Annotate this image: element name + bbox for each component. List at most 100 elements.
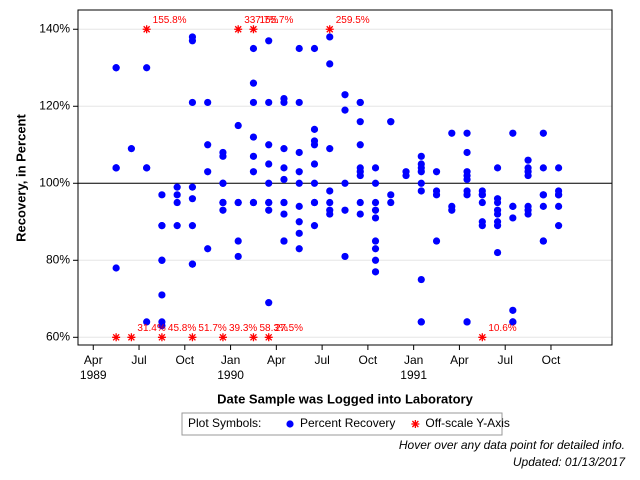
- data-point: [371, 198, 380, 207]
- data-point: [158, 222, 166, 230]
- data-point: [265, 179, 273, 187]
- point-label: 58.3%: [259, 323, 287, 334]
- data-point: [371, 179, 380, 187]
- note: Updated: 01/13/2017: [513, 455, 626, 469]
- data-point: [143, 164, 151, 172]
- data-point: [341, 206, 349, 214]
- data-point: [249, 198, 258, 207]
- data-point: [478, 333, 487, 342]
- data-point: [387, 191, 395, 199]
- data-point: [417, 179, 425, 187]
- data-point: [143, 64, 151, 72]
- data-point: [127, 333, 136, 342]
- point-label: 155.7%: [259, 15, 293, 26]
- x-tick-label: Oct: [175, 353, 194, 367]
- data-point: [555, 191, 563, 199]
- data-point: [539, 202, 547, 210]
- x-axis-label: Date Sample was Logged into Laboratory: [217, 391, 473, 406]
- data-point: [188, 195, 197, 203]
- data-point: [234, 25, 243, 34]
- data-point: [188, 222, 197, 230]
- data-point: [387, 198, 395, 207]
- data-point: [478, 191, 486, 199]
- point-label: 31.4%: [137, 323, 165, 334]
- data-point: [432, 237, 441, 245]
- data-point: [158, 322, 166, 330]
- data-point: [478, 222, 486, 230]
- data-point: [219, 206, 227, 214]
- data-point: [157, 333, 166, 342]
- data-point: [555, 164, 563, 172]
- data-point: [295, 44, 303, 53]
- data-point: [295, 98, 303, 107]
- y-axis-label: Recovery, in Percent: [13, 114, 28, 242]
- data-point: [265, 141, 273, 149]
- data-point: [249, 152, 258, 160]
- x-tick-label: Jul: [314, 353, 329, 367]
- point-label: 27.5%: [275, 323, 303, 334]
- data-point: [371, 268, 380, 276]
- legend-box: [181, 412, 503, 436]
- data-point: [493, 210, 502, 218]
- data-point: [112, 264, 120, 272]
- data-point: [265, 98, 273, 107]
- data-point: [234, 252, 242, 261]
- data-point: [280, 210, 288, 218]
- data-point: [188, 37, 197, 45]
- data-point: [265, 206, 273, 214]
- data-point: [371, 256, 380, 264]
- data-point: [173, 191, 181, 199]
- data-point: [417, 168, 425, 176]
- data-point: [326, 60, 334, 68]
- data-point: [249, 79, 258, 87]
- data-point: [249, 44, 258, 53]
- point-label: 155.8%: [153, 15, 187, 26]
- x-tick-label: Apr: [450, 353, 469, 367]
- data-point: [218, 333, 227, 342]
- data-point: [310, 179, 319, 187]
- data-point: [158, 291, 166, 299]
- data-point: [310, 44, 319, 53]
- data-point: [295, 229, 303, 237]
- data-point: [280, 175, 288, 184]
- data-point: [295, 218, 303, 226]
- plot-frame: [77, 9, 613, 346]
- data-point: [555, 222, 563, 230]
- data-point: [310, 160, 319, 168]
- data-point: [371, 237, 380, 245]
- data-point: [204, 245, 212, 253]
- legend-title: Plot Symbols:: [188, 416, 261, 430]
- data-point: [539, 129, 547, 137]
- data-point: [219, 198, 227, 207]
- x-year-label: 1991: [400, 368, 427, 382]
- data-point: [265, 37, 273, 45]
- data-point: [143, 318, 151, 326]
- data-point: [493, 222, 502, 230]
- data-point: [188, 183, 197, 191]
- data-point: [356, 118, 364, 126]
- point-label: 45.8%: [168, 323, 196, 334]
- data-point: [463, 191, 471, 199]
- data-point: [326, 206, 334, 214]
- point-label: 39.3%: [229, 323, 257, 334]
- data-point: [448, 206, 456, 214]
- data-point: [295, 168, 303, 176]
- data-point: [142, 25, 151, 34]
- data-point: [265, 299, 273, 307]
- data-point: [463, 148, 471, 157]
- point-label: 51.7%: [198, 323, 226, 334]
- data-point: [539, 164, 547, 172]
- data-point: [463, 129, 471, 137]
- data-point: [417, 318, 425, 326]
- data-point: [204, 168, 212, 176]
- data-point: [112, 164, 120, 172]
- x-tick-label: Jan: [404, 353, 423, 367]
- data-point: [402, 171, 410, 180]
- data-point: [341, 106, 349, 114]
- data-point: [524, 156, 532, 164]
- data-point: [173, 198, 181, 207]
- data-point: [417, 275, 425, 284]
- data-point: [356, 98, 364, 107]
- data-point: [493, 195, 502, 203]
- data-point: [509, 129, 517, 137]
